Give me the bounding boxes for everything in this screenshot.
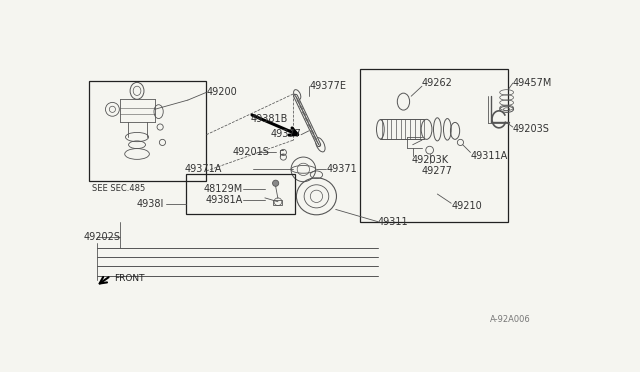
Bar [273,200,282,205]
Text: 4938I: 4938I [137,199,164,209]
Text: 49381A: 49381A [206,195,243,205]
Text: 49201S: 49201S [232,147,269,157]
Text: 48129M: 48129M [204,185,243,195]
Bar [360,69,508,222]
Text: 49371: 49371 [326,164,357,174]
Text: 49200: 49200 [206,87,237,97]
Text: 49457M: 49457M [513,78,552,88]
Text: 49262: 49262 [422,78,453,88]
Text: FRONT: FRONT [114,274,145,283]
Text: A-92A006: A-92A006 [490,315,531,324]
Text: SEE SEC.485: SEE SEC.485 [92,184,146,193]
Text: 49210: 49210 [451,201,482,211]
Text: 49203K: 49203K [411,155,448,165]
Text: 49203S: 49203S [513,124,550,134]
Text: 49381B: 49381B [251,113,289,124]
Bar [90,81,206,181]
Text: 49371A: 49371A [184,164,221,174]
Text: 49277: 49277 [422,166,453,176]
Bar [186,174,295,214]
Text: 49311A: 49311A [470,151,508,161]
Text: 49202S: 49202S [83,232,120,242]
Text: 49311: 49311 [378,217,409,227]
Text: 49377: 49377 [271,129,302,139]
Circle shape [273,180,279,186]
Text: 49377E: 49377E [310,81,346,91]
